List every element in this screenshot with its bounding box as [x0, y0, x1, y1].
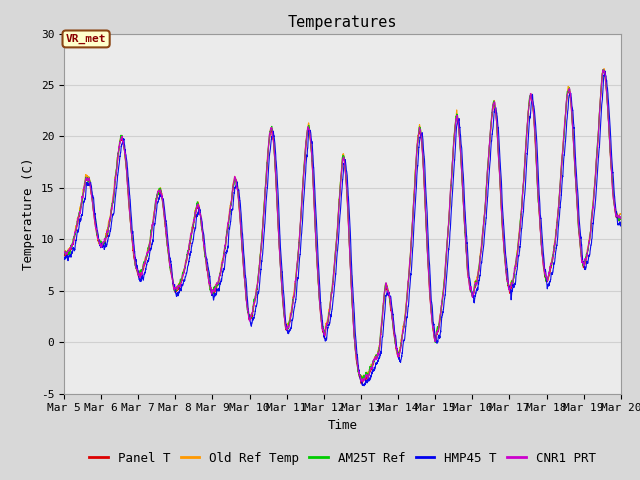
Y-axis label: Temperature (C): Temperature (C): [22, 157, 35, 270]
Text: VR_met: VR_met: [66, 34, 106, 44]
Title: Temperatures: Temperatures: [287, 15, 397, 30]
Legend: Panel T, Old Ref Temp, AM25T Ref, HMP45 T, CNR1 PRT: Panel T, Old Ref Temp, AM25T Ref, HMP45 …: [84, 447, 600, 469]
X-axis label: Time: Time: [328, 419, 357, 432]
